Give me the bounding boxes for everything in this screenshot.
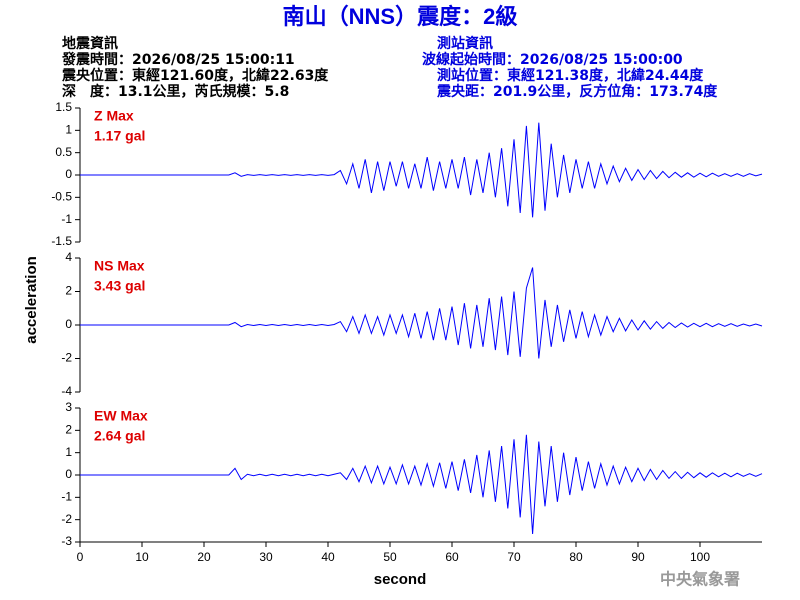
y-tick-label: 1 [65,123,72,137]
y-tick-label: -4 [61,384,72,398]
info-line: 測站位置：東經121.38度，北緯24.44度 [437,67,704,84]
waveform [80,267,763,359]
y-tick-label: 0 [65,317,72,331]
x-tick-label: 10 [135,550,149,564]
y-tick-label: -3 [61,534,72,548]
annotation: Z Max [94,108,134,124]
info-line: 震央位置：東經121.60度，北緯22.63度 [61,67,329,84]
x-tick-label: 100 [690,550,710,564]
x-tick-label: 80 [569,550,583,564]
y-tick-label: 1.5 [55,100,72,114]
info-line: 測站資訊 [437,35,493,52]
y-tick-label: -2 [61,351,72,365]
x-tick-label: 70 [507,550,521,564]
x-tick-label: 50 [383,550,397,564]
info-line: 發震時間：2026/08/25 15:00:11 [61,51,295,68]
title: 南山（NNS）震度：2級 [283,4,518,29]
y-tick-label: 1 [65,445,72,459]
annotation: 2.64 gal [94,428,145,444]
y-tick-label: -2 [61,512,72,526]
y-tick-label: 4 [65,250,72,264]
y-tick-label: -1.5 [51,234,72,248]
x-tick-label: 0 [77,550,84,564]
info-line: 深 度：13.1公里，芮氏規模：5.8 [62,83,289,100]
y-axis-label: acceleration [23,256,40,344]
x-tick-label: 40 [321,550,335,564]
x-axis-label: second [374,571,427,588]
waveform [80,122,763,218]
y-tick-label: 0 [65,467,72,481]
waveform [80,434,763,535]
annotation: 1.17 gal [94,128,145,144]
y-tick-label: 0 [65,167,72,181]
info-line: 波線起始時間：2026/08/25 15:00:00 [422,51,683,68]
y-tick-label: -0.5 [51,190,72,204]
footer: 中央氣象署 [660,570,740,589]
x-tick-label: 60 [445,550,459,564]
info-line: 震央距：201.9公里，反方位角：173.74度 [436,83,718,100]
y-tick-label: -1 [61,490,72,504]
y-tick-label: -1 [61,212,72,226]
x-tick-label: 90 [631,550,645,564]
y-tick-label: 2 [65,284,72,298]
annotation: 3.43 gal [94,278,145,294]
x-tick-label: 20 [197,550,211,564]
x-tick-label: 30 [259,550,273,564]
annotation: EW Max [94,408,148,424]
y-tick-label: 2 [65,423,72,437]
info-line: 地震資訊 [62,35,118,52]
station-info: 測站資訊 波線起始時間：2026/08/25 15:00:00 測站位置：東經1… [422,35,718,100]
y-tick-label: 0.5 [55,145,72,159]
annotation: NS Max [94,258,145,274]
y-tick-label: 3 [65,400,72,414]
event-info: 地震資訊 發震時間：2026/08/25 15:00:11 震央位置：東經121… [61,35,329,100]
